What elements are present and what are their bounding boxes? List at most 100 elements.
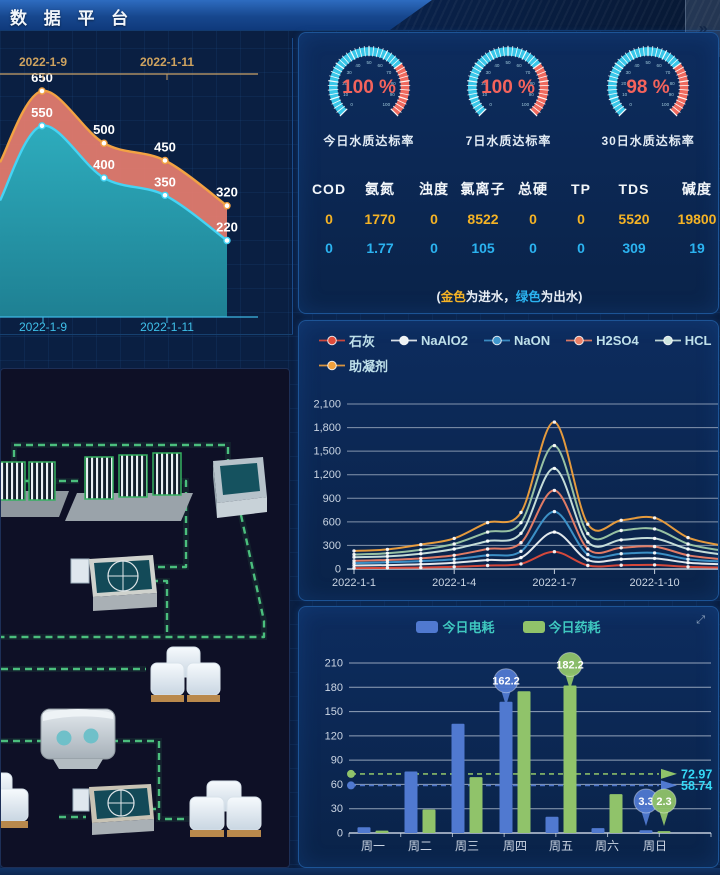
- svg-text:2022-1-1: 2022-1-1: [332, 577, 376, 589]
- inflow-cell: 19800: [677, 211, 717, 228]
- svg-text:1,500: 1,500: [313, 446, 341, 458]
- svg-text:70: 70: [386, 70, 392, 75]
- bar-今日药耗: [375, 830, 389, 833]
- bar-今日药耗: [657, 831, 671, 833]
- series-NaAlO2: [353, 531, 718, 567]
- svg-text:0: 0: [335, 564, 341, 576]
- legend-item[interactable]: 今日药耗: [522, 617, 601, 636]
- svg-text:2022-1-10: 2022-1-10: [630, 577, 680, 589]
- bar-今日电耗: [404, 771, 418, 833]
- expand-icon[interactable]: ⤢: [696, 614, 705, 626]
- svg-text:600: 600: [323, 516, 341, 528]
- clarifier-1: [70, 555, 157, 611]
- svg-text:0: 0: [490, 102, 493, 107]
- quality-table: COD 氨氮 浊度 氯离子 总硬 TP TDS 碱度 0 1770 0 8522…: [307, 181, 717, 311]
- clarifier-2: [72, 784, 154, 835]
- gauges-row: 0 10 20 30 40 50 60 70 80 90 100 100 % 今日水质达标率 0 10 20 3…: [299, 33, 718, 149]
- svg-text:20: 20: [342, 81, 348, 86]
- clean-water-tank: [213, 457, 267, 518]
- svg-text:60: 60: [377, 63, 383, 68]
- col-header: TDS: [618, 181, 650, 197]
- legend-label: HCL: [684, 333, 712, 348]
- svg-text:90: 90: [331, 755, 343, 767]
- svg-text:40: 40: [634, 63, 640, 68]
- bar-今日药耗: [517, 691, 531, 833]
- legend-swatch: [416, 620, 439, 633]
- svg-text:50: 50: [366, 60, 372, 65]
- note-gold: 金色: [440, 290, 466, 304]
- outflow-cell: 0: [430, 240, 438, 257]
- svg-text:2022-1-4: 2022-1-4: [432, 577, 476, 589]
- membrane-racks-2: [65, 452, 193, 521]
- panel-divider-horizontal: [0, 334, 293, 335]
- legend-item[interactable]: H2SO4: [566, 333, 639, 348]
- svg-text:900: 900: [323, 493, 341, 505]
- outflow-row: 0 1.77 0 105 0 0 309 19: [307, 240, 712, 256]
- legend-label: H2SO4: [596, 333, 639, 348]
- series-石灰: [353, 550, 718, 570]
- outflow-cell: 0: [325, 240, 333, 257]
- svg-text:650: 650: [31, 70, 53, 85]
- bar-今日电耗: [639, 830, 653, 833]
- legend-item[interactable]: NaON: [483, 333, 550, 348]
- svg-text:58.74: 58.74: [681, 779, 712, 793]
- outflow-cell: 309: [622, 240, 646, 257]
- svg-text:2022-1-11: 2022-1-11: [140, 320, 194, 334]
- legend-swatch: [522, 620, 545, 633]
- chemical-tank: [40, 708, 116, 769]
- legend-item[interactable]: 今日电耗: [416, 617, 495, 636]
- svg-text:320: 320: [216, 185, 238, 200]
- gauge-value: 100 %: [342, 77, 396, 98]
- bar-marker-value: 2.3: [656, 796, 671, 808]
- consumption-bar-chart: 0 30 60 90 120 150 180 210 周一 周二 周三 周四 周五 周六 周日 72.9758…: [325, 652, 712, 853]
- legend-item[interactable]: 助凝剂: [319, 356, 388, 375]
- note-suffix: 为出水): [540, 290, 583, 304]
- svg-text:80: 80: [390, 81, 396, 86]
- legend-item[interactable]: NaAlO2: [391, 333, 468, 348]
- plant-3d-panel: [0, 368, 290, 868]
- svg-text:10: 10: [622, 92, 628, 97]
- legend-label: NaAlO2: [421, 333, 468, 348]
- inflow-cell: 1770: [364, 211, 396, 228]
- svg-text:周二: 周二: [408, 839, 432, 853]
- collapse-icon[interactable]: »: [698, 20, 708, 37]
- bar-今日药耗: [469, 777, 483, 833]
- svg-text:100: 100: [522, 102, 530, 107]
- gauge: 0 10 20 30 40 50 60 70 80 90 100 100 % 7日水质达标率: [440, 41, 576, 149]
- col-header: COD: [311, 181, 347, 197]
- inflow-area-chart: 650 500 450 320 550 400 350 220 2022-1-9 2022-1-1…: [0, 55, 258, 334]
- table-note: (金色为进水，绿色为出水): [307, 286, 712, 305]
- bar-marker-value: 162.2: [492, 676, 520, 688]
- dosing-panel: 石灰NaAlO2NaONH2SO4HCLNaCLO助凝剂 03006009001…: [298, 320, 719, 601]
- dosing-legend: 石灰NaAlO2NaONH2SO4HCLNaCLO助凝剂: [319, 331, 714, 381]
- gauge-value: 98 %: [626, 77, 669, 98]
- material-bags-2: [1, 772, 29, 828]
- note-cyan: 绿色: [515, 290, 541, 304]
- svg-text:30: 30: [331, 803, 343, 815]
- svg-text:50: 50: [506, 60, 512, 65]
- svg-text:180: 180: [325, 682, 343, 694]
- svg-text:60: 60: [331, 779, 343, 791]
- svg-text:40: 40: [355, 63, 361, 68]
- bar-今日电耗: [357, 827, 371, 833]
- page-title: 数 据 平 台: [10, 9, 135, 28]
- svg-text:2022-1-11: 2022-1-11: [140, 55, 194, 69]
- svg-text:90: 90: [390, 92, 396, 97]
- legend-item[interactable]: 石灰: [319, 331, 375, 350]
- svg-text:50: 50: [646, 60, 652, 65]
- plant-3d-scene: [1, 442, 267, 837]
- svg-text:550: 550: [31, 105, 53, 120]
- svg-text:80: 80: [670, 81, 676, 86]
- gauge: 0 10 20 30 40 50 60 70 80 90 100 100 % 今日水质达标率: [301, 41, 437, 149]
- svg-text:0: 0: [350, 102, 353, 107]
- legend-item[interactable]: HCL: [654, 333, 712, 348]
- svg-text:70: 70: [526, 70, 532, 75]
- consumption-legend: 今日电耗 今日药耗: [299, 617, 718, 636]
- svg-text:100: 100: [662, 102, 670, 107]
- svg-text:周日: 周日: [643, 839, 667, 853]
- svg-text:0: 0: [337, 828, 343, 840]
- inflow-trend-panel: 650 500 450 320 550 400 350 220 2022-1-9 2022-1-1…: [0, 38, 293, 334]
- inflow-cell: 0: [529, 211, 537, 228]
